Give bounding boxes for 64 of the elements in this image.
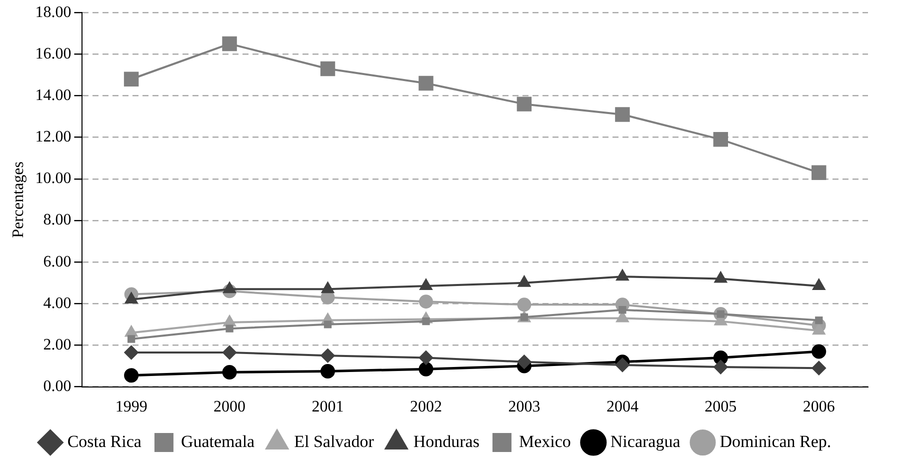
point: [320, 61, 336, 76]
point: [222, 346, 237, 360]
point: [615, 107, 630, 122]
y-tick-label: 8.00: [43, 212, 72, 229]
x-tick-label: 2001: [312, 398, 344, 416]
x-tick-label: 2004: [606, 398, 638, 416]
point: [124, 72, 139, 86]
y-tick-label: 18.00: [35, 4, 72, 21]
y-tick-label: 6.00: [43, 253, 72, 270]
point: [418, 76, 434, 91]
point: [517, 298, 532, 312]
legend-label: El Salvador: [294, 432, 374, 451]
x-tick-label: 2000: [214, 398, 246, 416]
point: [418, 350, 433, 365]
point: [222, 36, 237, 52]
legend-label: Dominican Rep.: [720, 432, 832, 451]
point: [812, 278, 826, 290]
y-tick-label: 16.00: [35, 45, 72, 62]
y-tick-label: 0.00: [43, 378, 72, 396]
x-tick-label: 2005: [704, 398, 737, 416]
point: [127, 335, 136, 343]
x-tick-label: 2006: [802, 398, 835, 416]
point: [420, 278, 432, 290]
point: [812, 165, 826, 180]
point: [812, 361, 826, 376]
legend-label: Mexico: [518, 432, 571, 451]
x-tick-label: 1999: [115, 398, 148, 416]
y-tick-label: 10.00: [35, 170, 72, 188]
y-tick-label: 12.00: [35, 128, 72, 146]
legend-label: Honduras: [413, 432, 480, 451]
point: [815, 316, 823, 324]
y-tick-label: 2.00: [43, 336, 72, 354]
point: [516, 96, 532, 112]
point: [618, 306, 626, 314]
y-axis-title: Percentages: [10, 161, 27, 238]
y-tick-label: 4.00: [43, 294, 72, 312]
point: [418, 362, 434, 376]
point: [518, 276, 530, 287]
point: [322, 282, 334, 294]
y-tick-label: 14.00: [35, 86, 72, 104]
point: [124, 346, 138, 360]
x-tick-label: 2003: [508, 398, 540, 416]
point: [714, 272, 727, 283]
point: [324, 320, 332, 328]
point: [713, 132, 728, 147]
point: [812, 344, 826, 359]
point: [714, 360, 728, 374]
point: [226, 324, 234, 332]
point: [812, 324, 826, 335]
point: [223, 315, 236, 326]
point: [222, 365, 237, 380]
legend-label: Nicaragua: [610, 432, 681, 451]
point: [418, 294, 433, 309]
point: [223, 282, 236, 294]
point: [517, 354, 532, 369]
x-tick-label: 2002: [410, 398, 442, 416]
legend-label: Guatemala: [180, 432, 256, 451]
point: [125, 292, 138, 304]
point: [615, 358, 630, 372]
point: [616, 270, 629, 281]
point: [320, 364, 336, 378]
legend-label: Costa Rica: [67, 432, 142, 451]
point: [124, 368, 139, 383]
point: [320, 348, 335, 363]
